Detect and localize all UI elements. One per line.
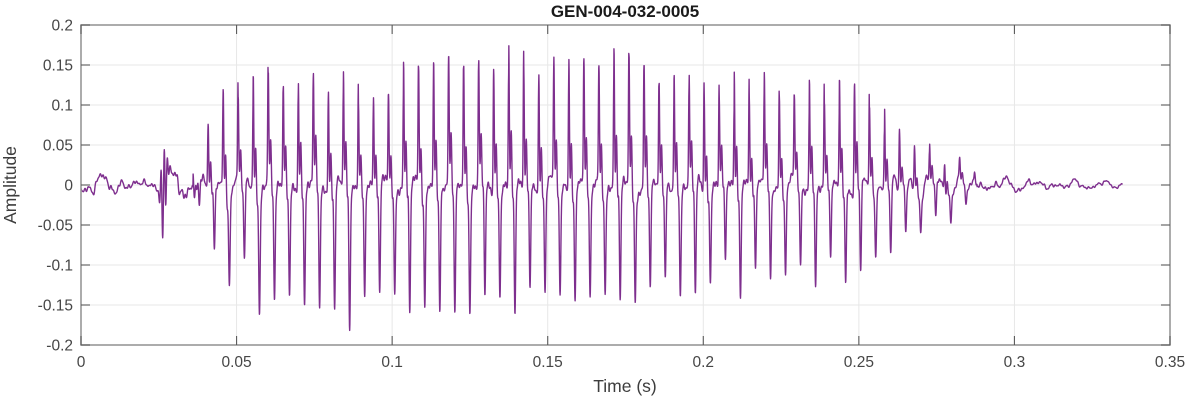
- x-tick-label: 0.1: [381, 354, 403, 371]
- grid-lines: [80, 24, 1171, 346]
- y-axis-label: Amplitude: [0, 146, 20, 224]
- x-tick-label: 0.15: [533, 354, 563, 371]
- y-tick-label: -0.15: [38, 298, 73, 315]
- x-tick-label: 0.25: [844, 354, 874, 371]
- y-tick-label: 0.05: [43, 138, 73, 155]
- x-tick-label: 0: [77, 354, 86, 371]
- axis-tick-marks: [80, 24, 1171, 346]
- x-tick-label: 0.3: [1004, 354, 1026, 371]
- y-tick-label: -0.05: [38, 218, 73, 235]
- y-tick-label: 0.1: [51, 98, 73, 115]
- y-tick-label: 0.2: [51, 18, 73, 35]
- x-tick-labels: 0 0.05 0.1 0.15 0.2 0.25 0.3 0.35: [77, 354, 1185, 371]
- x-tick-label: 0.2: [693, 354, 715, 371]
- y-tick-label: -0.2: [46, 338, 73, 355]
- waveform-line: [81, 45, 1123, 332]
- y-tick-label: 0: [64, 178, 73, 195]
- chart-title: GEN-004-032-0005: [551, 2, 699, 21]
- y-tick-label: 0.15: [43, 58, 73, 75]
- x-axis-label: Time (s): [593, 376, 657, 396]
- y-tick-labels: 0.2 0.15 0.1 0.05 0 -0.05 -0.1 -0.15 -0.2: [38, 18, 74, 355]
- x-tick-label: 0.35: [1155, 354, 1185, 371]
- y-tick-label: -0.1: [46, 258, 73, 275]
- x-tick-label: 0.05: [221, 354, 251, 371]
